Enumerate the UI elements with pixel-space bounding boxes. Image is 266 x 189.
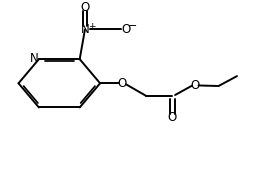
Text: O: O: [168, 111, 177, 124]
Text: +: +: [88, 22, 95, 31]
Text: N: N: [30, 52, 39, 65]
Text: −: −: [127, 21, 137, 31]
Text: O: O: [121, 23, 130, 36]
Text: O: O: [80, 1, 90, 14]
Text: N: N: [81, 23, 89, 36]
Text: O: O: [118, 77, 127, 90]
Text: O: O: [190, 79, 200, 92]
